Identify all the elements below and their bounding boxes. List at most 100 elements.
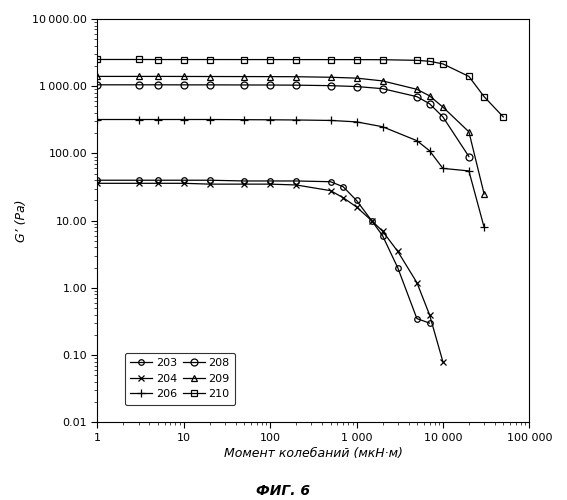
- 209: [136, 74, 142, 80]
- 203: [379, 232, 386, 238]
- 203: [426, 320, 433, 326]
- Line: 208: 208: [94, 82, 472, 160]
- 209: [266, 74, 273, 80]
- 203: [180, 177, 187, 183]
- 210: [180, 56, 187, 62]
- Legend: 203, 204, 206, 208, 209, 210: 203, 204, 206, 208, 209, 210: [125, 352, 235, 405]
- 204: [241, 181, 248, 187]
- 210: [379, 56, 386, 62]
- 208: [241, 82, 248, 88]
- 206: [154, 116, 161, 122]
- 208: [353, 84, 360, 89]
- 208: [327, 82, 334, 88]
- 204: [426, 312, 433, 318]
- 206: [94, 116, 101, 122]
- 206: [180, 116, 187, 122]
- 203: [94, 177, 101, 183]
- Line: 204: 204: [94, 180, 446, 365]
- 209: [353, 75, 360, 81]
- 204: [439, 358, 446, 364]
- 208: [180, 82, 187, 88]
- 206: [136, 116, 142, 122]
- 209: [154, 74, 161, 80]
- 210: [353, 56, 360, 62]
- 204: [293, 182, 299, 188]
- 204: [94, 180, 101, 186]
- 210: [241, 56, 248, 62]
- 203: [394, 264, 401, 270]
- 209: [180, 74, 187, 80]
- 206: [266, 117, 273, 123]
- Line: 210: 210: [95, 56, 506, 120]
- 206: [379, 124, 386, 130]
- 208: [439, 114, 446, 120]
- 209: [413, 86, 420, 92]
- 203: [369, 218, 375, 224]
- Text: ФИГ. 6: ФИГ. 6: [256, 484, 311, 498]
- 208: [206, 82, 213, 88]
- 203: [340, 184, 346, 190]
- 210: [136, 56, 142, 62]
- 206: [241, 116, 248, 122]
- 208: [94, 82, 101, 88]
- 210: [154, 56, 161, 62]
- 209: [327, 74, 334, 80]
- 210: [413, 58, 420, 64]
- 208: [379, 86, 386, 91]
- Y-axis label: G’ (Pa): G’ (Pa): [15, 200, 28, 242]
- 206: [426, 148, 433, 154]
- 203: [327, 178, 334, 184]
- 204: [266, 181, 273, 187]
- 210: [293, 56, 299, 62]
- 209: [439, 104, 446, 110]
- 210: [426, 58, 433, 64]
- 209: [426, 93, 433, 99]
- 203: [206, 177, 213, 183]
- 209: [241, 74, 248, 80]
- 208: [266, 82, 273, 88]
- 208: [136, 82, 142, 88]
- 204: [413, 280, 420, 285]
- 206: [327, 118, 334, 124]
- 204: [206, 181, 213, 187]
- 209: [94, 74, 101, 80]
- 206: [206, 116, 213, 122]
- 203: [241, 178, 248, 184]
- 208: [154, 82, 161, 88]
- 209: [379, 78, 386, 84]
- 204: [353, 204, 360, 210]
- 204: [340, 194, 346, 200]
- 210: [327, 56, 334, 62]
- 208: [466, 154, 472, 160]
- 210: [481, 94, 488, 100]
- X-axis label: Момент колебаний (мкН·м): Момент колебаний (мкН·м): [224, 447, 403, 460]
- 208: [413, 94, 420, 100]
- 203: [293, 178, 299, 184]
- 210: [266, 56, 273, 62]
- 204: [394, 248, 401, 254]
- 210: [500, 114, 507, 120]
- 204: [180, 180, 187, 186]
- 206: [439, 166, 446, 172]
- 209: [466, 129, 472, 135]
- 204: [136, 180, 142, 186]
- 206: [353, 119, 360, 125]
- 208: [426, 100, 433, 106]
- Line: 209: 209: [95, 74, 487, 196]
- 210: [94, 56, 101, 62]
- 204: [327, 188, 334, 194]
- 209: [206, 74, 213, 80]
- 203: [353, 198, 360, 203]
- 209: [293, 74, 299, 80]
- Line: 203: 203: [95, 178, 432, 326]
- Line: 206: 206: [94, 116, 488, 232]
- 210: [466, 74, 472, 80]
- 209: [481, 191, 488, 197]
- 203: [413, 316, 420, 322]
- 206: [413, 138, 420, 143]
- 206: [293, 117, 299, 123]
- 203: [154, 177, 161, 183]
- 203: [266, 178, 273, 184]
- 206: [466, 168, 472, 174]
- 203: [136, 177, 142, 183]
